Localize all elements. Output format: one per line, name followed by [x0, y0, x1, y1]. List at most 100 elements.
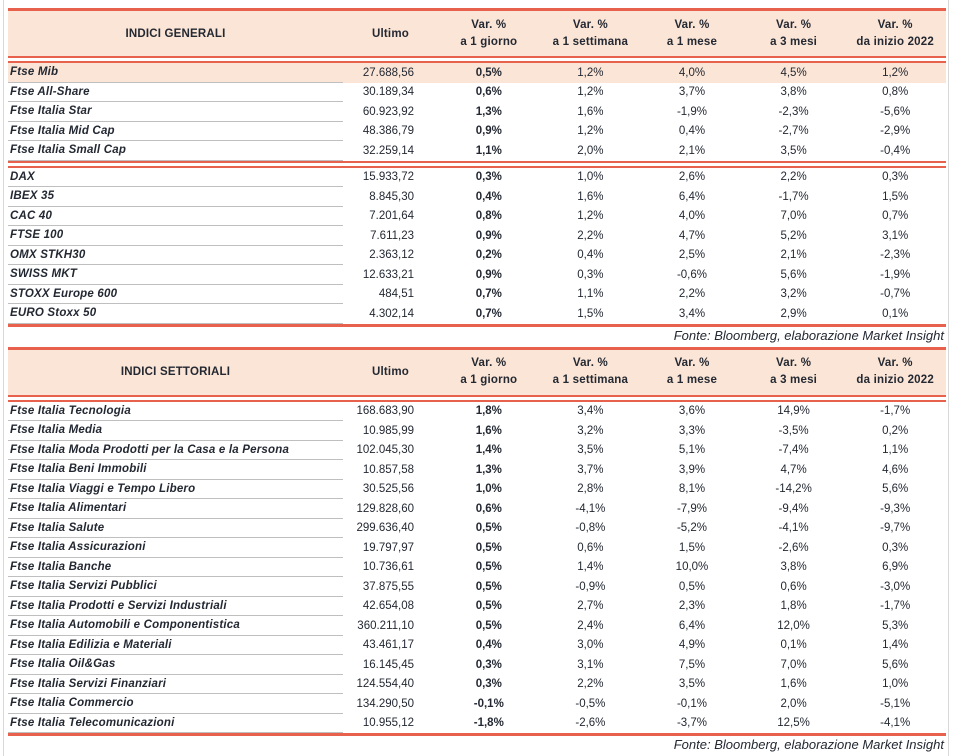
var-value: 0,4%	[475, 190, 502, 203]
ultimo-value: 10.857,58	[362, 463, 414, 476]
var-value: 0,6%	[475, 502, 502, 515]
index-name: Ftse Italia Media	[8, 421, 343, 441]
table-row: Ftse Italia Mid Cap 48.386,79 0,9% 1,2% 0,4%…	[8, 122, 946, 141]
ultimo-value: 15.933,72	[362, 171, 414, 184]
table-row: Ftse Mib 27.688,56 0,5% 1,2% 4,0% 4,5% 1,2%	[8, 63, 946, 83]
var-value: 0,5%	[475, 522, 502, 535]
var-value: -9,3%	[880, 502, 911, 515]
var-value: 2,0%	[780, 697, 807, 710]
table-row: STOXX Europe 600 484,51 0,7% 1,1% 2,2% 3,2% -0…	[8, 285, 946, 304]
var-value: 2,4%	[577, 619, 604, 632]
var-value: 1,1%	[577, 288, 604, 301]
index-name: Ftse Italia Star	[8, 102, 343, 122]
header-bottom-rule	[8, 56, 946, 63]
index-name: Ftse Italia Assicurazioni	[8, 538, 343, 558]
var-value: 6,4%	[678, 190, 706, 203]
var-value: 4,6%	[882, 463, 909, 476]
var-value: 4,0%	[678, 66, 706, 79]
var-value: 12,0%	[777, 619, 810, 632]
var-value: 2,0%	[577, 144, 604, 157]
var-value: 3,0%	[577, 639, 604, 652]
var-1-settimana-column-header: Var. % a 1 settimana	[552, 18, 629, 48]
index-name: SWISS MKT	[8, 265, 343, 285]
var-value: 1,6%	[577, 190, 604, 203]
var-value: 0,7%	[475, 288, 502, 301]
var-value: 1,5%	[882, 190, 909, 203]
table-row: Ftse Italia Prodotti e Servizi Industria…	[8, 597, 946, 616]
var-value: 0,8%	[882, 86, 909, 99]
var-value: 3,5%	[577, 444, 604, 457]
source-note: Fonte: Bloomberg, elaborazione Market In…	[673, 327, 944, 343]
index-name: Ftse Italia Servizi Pubblici	[8, 577, 343, 597]
ultimo-column-header: Ultimo	[372, 366, 409, 378]
var-value: 1,6%	[780, 678, 807, 691]
var-value: 0,3%	[882, 541, 909, 554]
ultimo-value: 8.845,30	[369, 190, 414, 203]
var-value: 0,9%	[475, 229, 502, 242]
var-value: 0,3%	[882, 171, 909, 184]
var-value: -0,6%	[676, 268, 707, 281]
ultimo-value: 2.363,12	[369, 249, 414, 262]
var-value: 1,8%	[780, 600, 807, 613]
var-value: 0,6%	[577, 541, 604, 554]
var-value: 2,1%	[678, 144, 706, 157]
var-value: 5,1%	[678, 444, 706, 457]
var-value: 1,3%	[475, 105, 502, 118]
var-value: -0,8%	[575, 522, 606, 535]
var-value: 1,4%	[475, 444, 502, 457]
ultimo-value: 124.554,40	[356, 678, 414, 691]
table-row: Ftse Italia Automobili e Componentistica…	[8, 616, 946, 636]
table-row: Ftse Italia Servizi Pubblici 37.875,55 0,5…	[8, 577, 946, 597]
var-value: 4,7%	[678, 229, 706, 242]
var-value: 3,5%	[678, 678, 706, 691]
var-value: -0,9%	[575, 580, 606, 593]
var-inizio-2022-column-header: Var. % da inizio 2022	[856, 18, 934, 48]
var-value: 3,8%	[780, 561, 807, 574]
var-value: -2,3%	[778, 105, 809, 118]
var-value: 2,2%	[678, 288, 706, 301]
ultimo-column-header: Ultimo	[372, 27, 409, 40]
var-value: -0,4%	[880, 144, 911, 157]
var-value: 2,6%	[678, 171, 706, 184]
var-value: 0,9%	[475, 268, 502, 281]
var-value: 7,0%	[780, 658, 807, 671]
var-value: 10,0%	[675, 561, 709, 574]
var-value: -1,7%	[880, 405, 911, 418]
table-row: OMX STKH30 2.363,12 0,2% 0,4% 2,5% 2,1% -2,3%	[8, 246, 946, 265]
var-value: -1,9%	[880, 268, 911, 281]
table-row: DAX 15.933,72 0,3% 1,0% 2,6% 2,2% 0,3%	[8, 168, 946, 187]
ultimo-value: 484,51	[378, 288, 414, 301]
var-value: 0,5%	[475, 580, 502, 593]
var-value: -1,7%	[778, 190, 809, 203]
var-value: 0,3%	[475, 171, 502, 184]
var-value: -2,7%	[778, 125, 809, 138]
ultimo-value: 7.201,64	[369, 210, 414, 223]
ultimo-value: 10.955,12	[362, 717, 414, 730]
var-value: 0,8%	[475, 210, 502, 223]
var-value: 1,0%	[475, 483, 502, 496]
var-value: -4,1%	[880, 717, 911, 730]
index-name: FTSE 100	[8, 226, 343, 246]
var-value: 0,7%	[882, 210, 909, 223]
var-value: 0,2%	[882, 424, 909, 437]
var-1-mese-column-header: Var. % a 1 mese	[666, 357, 718, 386]
var-value: 1,1%	[475, 144, 502, 157]
var-value: 1,2%	[577, 86, 604, 99]
var-value: 0,3%	[475, 678, 502, 691]
var-value: 5,6%	[882, 483, 909, 496]
var-value: 0,1%	[780, 639, 807, 652]
var-value: 0,5%	[678, 580, 706, 593]
table-row: Ftse Italia Edilizia e Materiali 43.461,1…	[8, 636, 946, 655]
index-name: Ftse Italia Edilizia e Materiali	[8, 636, 343, 655]
var-3-mesi-column-header: Var. % a 3 mesi	[770, 357, 818, 386]
table-row: Ftse Italia Telecomunicazioni 10.955,12 -1…	[8, 714, 946, 733]
var-value: 2,5%	[678, 249, 706, 262]
var-value: 5,6%	[780, 268, 807, 281]
var-value: 2,9%	[780, 307, 807, 320]
index-name: IBEX 35	[8, 187, 343, 207]
table-row: Ftse Italia Commercio 134.290,50 -0,1% -0,5…	[8, 694, 946, 714]
table-row: Ftse Italia Moda Prodotti per la Casa e …	[8, 441, 946, 460]
var-value: -14,2%	[775, 483, 812, 496]
var-value: -1,7%	[880, 600, 911, 613]
